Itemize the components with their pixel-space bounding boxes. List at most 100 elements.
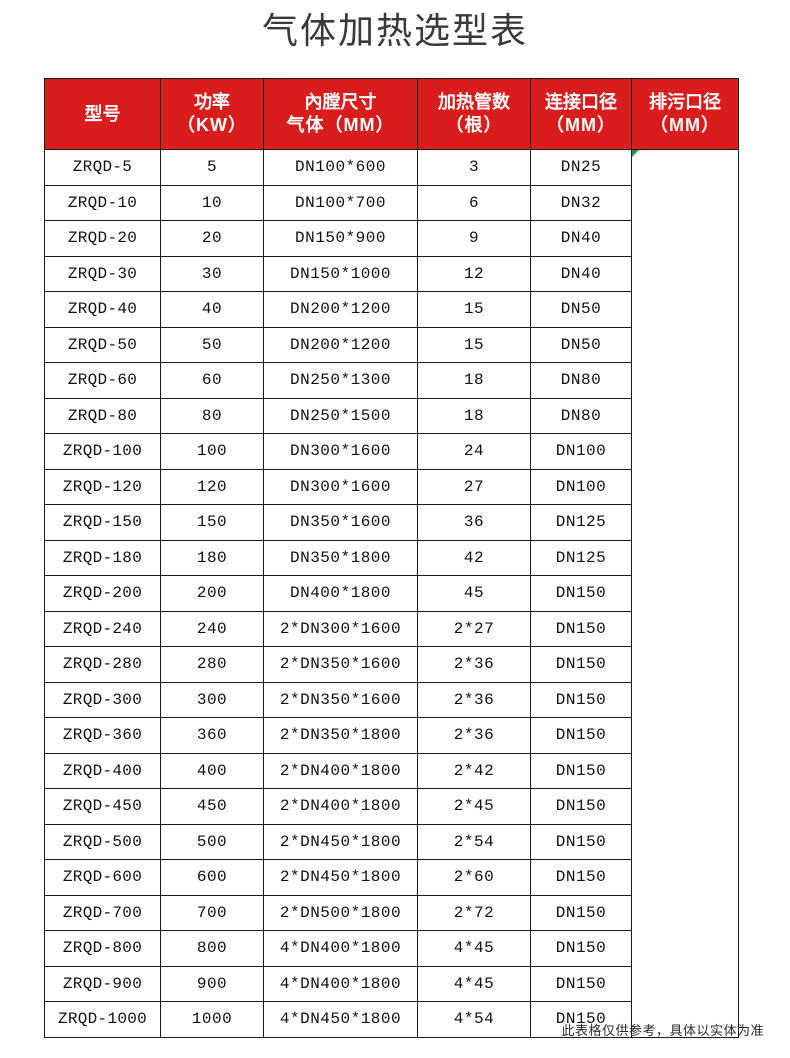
table-row: ZRQD-800 800 4*DN400*1800 4*45 DN150 xyxy=(44,930,739,967)
cell-chamber: 2*DN350*1600 xyxy=(263,681,418,718)
column-header-line2: 气体（MM） xyxy=(286,115,395,135)
cell-tubes: 42 xyxy=(417,539,531,576)
cell-power: 360 xyxy=(160,717,264,754)
cell-tubes: 2*36 xyxy=(417,646,531,683)
cell-tubes: 2*72 xyxy=(417,894,531,931)
cell-power: 600 xyxy=(160,859,264,896)
cell-model: ZRQD-200 xyxy=(44,575,161,612)
column-header-line1: 加热管数 xyxy=(438,92,510,112)
cell-tubes: 4*45 xyxy=(417,965,531,1002)
cell-power: 450 xyxy=(160,788,264,825)
table-row: ZRQD-240 240 2*DN300*1600 2*27 DN150 xyxy=(44,610,739,647)
cell-chamber: 4*DN400*1800 xyxy=(263,965,418,1002)
table-row: ZRQD-200 200 DN400*1800 45 DN150 xyxy=(44,575,739,612)
table-row: ZRQD-280 280 2*DN350*1600 2*36 DN150 xyxy=(44,646,739,683)
cell-power: 180 xyxy=(160,539,264,576)
cell-chamber: 2*DN450*1800 xyxy=(263,859,418,896)
cell-model: ZRQD-20 xyxy=(44,220,161,257)
column-header-line1: 功率 xyxy=(194,92,230,112)
cell-tubes: 12 xyxy=(417,255,531,292)
cell-power: 50 xyxy=(160,326,264,363)
cell-chamber: DN350*1600 xyxy=(263,504,418,541)
table-header-row: 型号 功率 （KW） 內膛尺寸 气体（MM） 加热管数 （根） 连接口径 （MM） 排污口径 （MM… xyxy=(44,78,739,150)
cell-power: 1000 xyxy=(160,1001,264,1038)
cell-power: 20 xyxy=(160,220,264,257)
column-header-line2: （MM） xyxy=(650,115,720,135)
cell-tubes: 4*54 xyxy=(417,1001,531,1038)
cell-chamber: DN100*600 xyxy=(263,149,418,186)
cell-chamber: DN250*1300 xyxy=(263,362,418,399)
cell-error-flag-icon xyxy=(632,150,639,157)
column-header-line1: 连接口径 xyxy=(545,92,617,112)
cell-inlet: DN150 xyxy=(530,930,632,967)
cell-power: 150 xyxy=(160,504,264,541)
cell-inlet: DN40 xyxy=(530,255,632,292)
cell-tubes: 2*36 xyxy=(417,681,531,718)
cell-tubes: 15 xyxy=(417,326,531,363)
table-row: ZRQD-700 700 2*DN500*1800 2*72 DN150 xyxy=(44,894,739,931)
table-row: ZRQD-900 900 4*DN400*1800 4*45 DN150 xyxy=(44,965,739,1002)
cell-inlet: DN150 xyxy=(530,965,632,1002)
cell-chamber: DN300*1600 xyxy=(263,468,418,505)
cell-model: ZRQD-40 xyxy=(44,291,161,328)
cell-tubes: 3 xyxy=(417,149,531,186)
column-header-drain: 排污口径 （MM） xyxy=(631,78,739,150)
cell-model: ZRQD-280 xyxy=(44,646,161,683)
cell-chamber: DN300*1600 xyxy=(263,433,418,470)
cell-inlet: DN25 xyxy=(530,149,632,186)
cell-model: ZRQD-180 xyxy=(44,539,161,576)
cell-tubes: 18 xyxy=(417,397,531,434)
table-row: ZRQD-300 300 2*DN350*1600 2*36 DN150 xyxy=(44,681,739,718)
gas-heater-spec-table: 型号 功率 （KW） 內膛尺寸 气体（MM） 加热管数 （根） 连接口径 （MM） 排污口径 （MM… xyxy=(44,78,739,1038)
cell-inlet: DN100 xyxy=(530,468,632,505)
cell-tubes: 18 xyxy=(417,362,531,399)
column-header-power: 功率 （KW） xyxy=(160,78,264,150)
cell-chamber: 2*DN350*1600 xyxy=(263,646,418,683)
column-header-chamber: 內膛尺寸 气体（MM） xyxy=(263,78,418,150)
cell-power: 5 xyxy=(160,149,264,186)
table-row: ZRQD-180 180 DN350*1800 42 DN125 xyxy=(44,539,739,576)
cell-power: 120 xyxy=(160,468,264,505)
cell-chamber: DN200*1200 xyxy=(263,291,418,328)
cell-inlet: DN40 xyxy=(530,220,632,257)
table-row: ZRQD-600 600 2*DN450*1800 2*60 DN150 xyxy=(44,859,739,896)
cell-power: 10 xyxy=(160,184,264,221)
cell-inlet: DN125 xyxy=(530,539,632,576)
column-header-inlet: 连接口径 （MM） xyxy=(530,78,632,150)
cell-model: ZRQD-400 xyxy=(44,752,161,789)
cell-chamber: DN200*1200 xyxy=(263,326,418,363)
cell-chamber: DN350*1800 xyxy=(263,539,418,576)
cell-tubes: 15 xyxy=(417,291,531,328)
cell-inlet: DN80 xyxy=(530,397,632,434)
cell-chamber: DN100*700 xyxy=(263,184,418,221)
cell-tubes: 4*45 xyxy=(417,930,531,967)
cell-model: ZRQD-500 xyxy=(44,823,161,860)
table-row: ZRQD-10 10 DN100*700 6 DN32 xyxy=(44,184,739,221)
cell-model: ZRQD-150 xyxy=(44,504,161,541)
cell-model: ZRQD-50 xyxy=(44,326,161,363)
cell-inlet: DN150 xyxy=(530,610,632,647)
cell-model: ZRQD-80 xyxy=(44,397,161,434)
cell-power: 30 xyxy=(160,255,264,292)
cell-chamber: 2*DN400*1800 xyxy=(263,752,418,789)
cell-inlet: DN50 xyxy=(530,291,632,328)
cell-chamber: DN400*1800 xyxy=(263,575,418,612)
cell-tubes: 2*36 xyxy=(417,717,531,754)
table-row: ZRQD-450 450 2*DN400*1800 2*45 DN150 xyxy=(44,788,739,825)
cell-power: 100 xyxy=(160,433,264,470)
cell-power: 80 xyxy=(160,397,264,434)
cell-power: 200 xyxy=(160,575,264,612)
cell-model: ZRQD-1000 xyxy=(44,1001,161,1038)
cell-power: 300 xyxy=(160,681,264,718)
cell-inlet: DN150 xyxy=(530,859,632,896)
cell-model: ZRQD-300 xyxy=(44,681,161,718)
cell-model: ZRQD-10 xyxy=(44,184,161,221)
spec-table-container: 型号 功率 （KW） 內膛尺寸 气体（MM） 加热管数 （根） 连接口径 （MM） 排污口径 （MM… xyxy=(44,78,739,1038)
cell-tubes: 2*42 xyxy=(417,752,531,789)
cell-tubes: 27 xyxy=(417,468,531,505)
column-header-line2: （根） xyxy=(445,115,503,135)
cell-chamber: DN150*1000 xyxy=(263,255,418,292)
cell-tubes: 24 xyxy=(417,433,531,470)
cell-model: ZRQD-800 xyxy=(44,930,161,967)
